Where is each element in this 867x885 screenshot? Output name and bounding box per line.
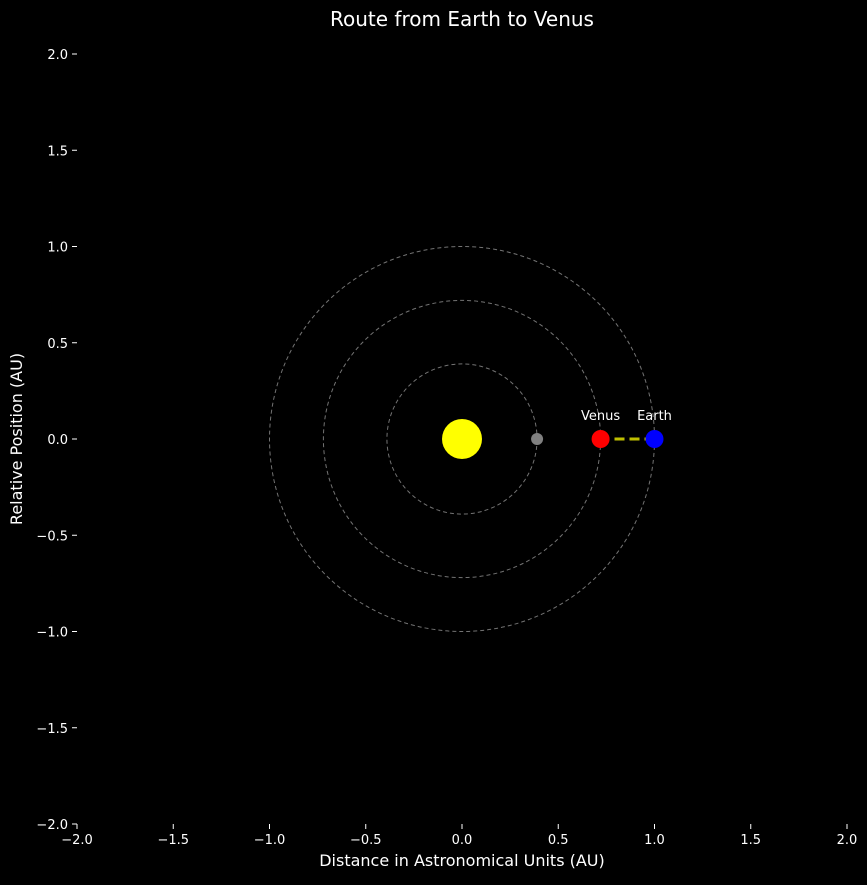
y-tick-label-5: 0.5 [47, 337, 68, 352]
x-tick-label-4: 0.0 [452, 833, 473, 848]
y-tick-label-7: 1.5 [47, 144, 68, 159]
x-tick-label-1: −1.5 [157, 833, 189, 848]
earth-label: Earth [637, 409, 672, 424]
bodies-layer [442, 419, 664, 459]
chart-title: Route from Earth to Venus [330, 7, 594, 31]
y-tick-label-8: 2.0 [47, 48, 68, 63]
y-tick-label-0: −2.0 [36, 818, 68, 833]
earth-marker [645, 430, 664, 448]
x-tick-label-0: −2.0 [61, 833, 93, 848]
body-labels-layer: Venus Earth [581, 409, 672, 424]
venus-marker [591, 430, 610, 448]
planet-1-marker [531, 433, 544, 445]
y-tick-label-3: −0.5 [36, 529, 68, 544]
x-axis-label: Distance in Astronomical Units (AU) [319, 851, 605, 870]
y-axis-label: Relative Position (AU) [7, 353, 26, 525]
x-axis: −2.0 −1.5 −1.0 −0.5 0.0 0.5 1.0 1.5 2.0 [61, 824, 857, 848]
y-tick-label-1: −1.5 [36, 722, 68, 737]
sun-marker [442, 419, 482, 459]
x-tick-label-2: −1.0 [254, 833, 286, 848]
y-tick-label-6: 1.0 [47, 241, 68, 256]
x-tick-label-5: 0.5 [548, 833, 569, 848]
y-axis: −2.0 −1.5 −1.0 −0.5 0.0 0.5 1.0 1.5 2.0 [36, 48, 77, 833]
x-tick-label-6: 1.0 [644, 833, 665, 848]
x-tick-label-3: −0.5 [350, 833, 382, 848]
y-tick-label-2: −1.0 [36, 626, 68, 641]
x-tick-label-7: 1.5 [740, 833, 761, 848]
x-tick-label-8: 2.0 [837, 833, 858, 848]
y-tick-label-4: 0.0 [47, 433, 68, 448]
venus-label: Venus [581, 409, 620, 424]
